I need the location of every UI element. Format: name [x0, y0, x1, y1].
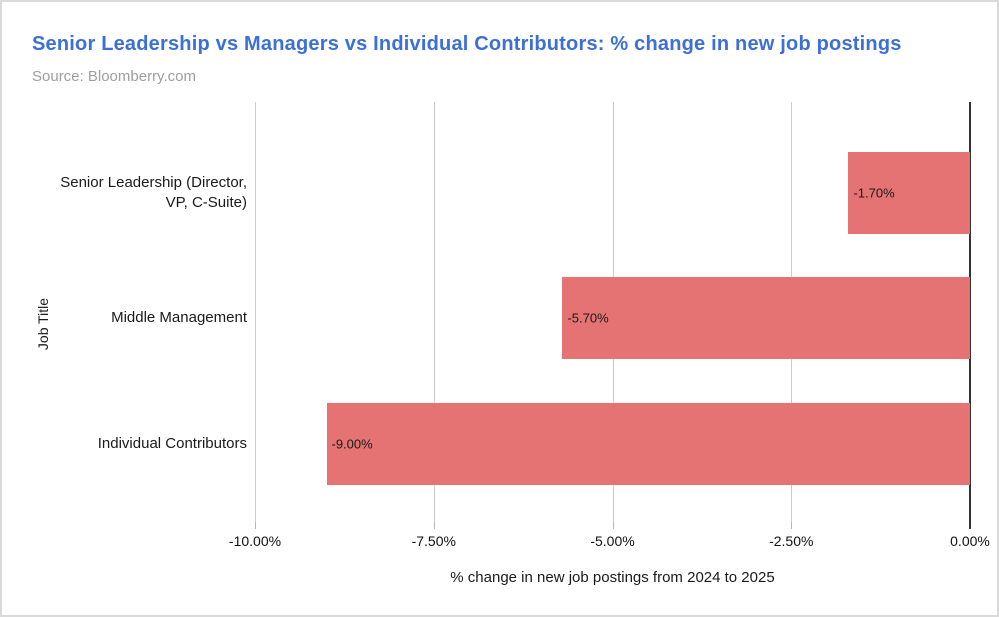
chart-title: Senior Leadership vs Managers vs Individ… [32, 33, 902, 55]
gridline [434, 102, 435, 522]
tick-mark [434, 522, 435, 529]
bar-value-label: -9.00% [331, 436, 373, 452]
bar: -1.70% [848, 152, 970, 234]
x-tick-label: 0.00% [950, 533, 990, 549]
bar: -5.70% [562, 277, 970, 359]
tick-mark [255, 522, 256, 529]
x-tick-label: -5.00% [590, 533, 635, 549]
tick-mark [791, 522, 792, 529]
tick-mark [613, 522, 614, 529]
bar-value-label: -5.70% [567, 310, 609, 326]
bar-value-label: -1.70% [853, 185, 895, 201]
category-label: Middle Management [111, 308, 247, 326]
chart-source: Source: Bloomberry.com [32, 68, 196, 85]
zero-axis-line [969, 102, 971, 529]
category-label: Senior Leadership (Director, VP, C-Suite… [60, 173, 247, 211]
category-label: Individual Contributors [97, 434, 247, 452]
x-tick-label: -7.50% [411, 533, 456, 549]
x-axis-title: % change in new job postings from 2024 t… [450, 569, 775, 586]
x-tick-label: -2.50% [769, 533, 814, 549]
gridline [255, 102, 256, 522]
bar: -9.00% [326, 403, 970, 485]
x-tick-label: -10.00% [228, 533, 282, 549]
